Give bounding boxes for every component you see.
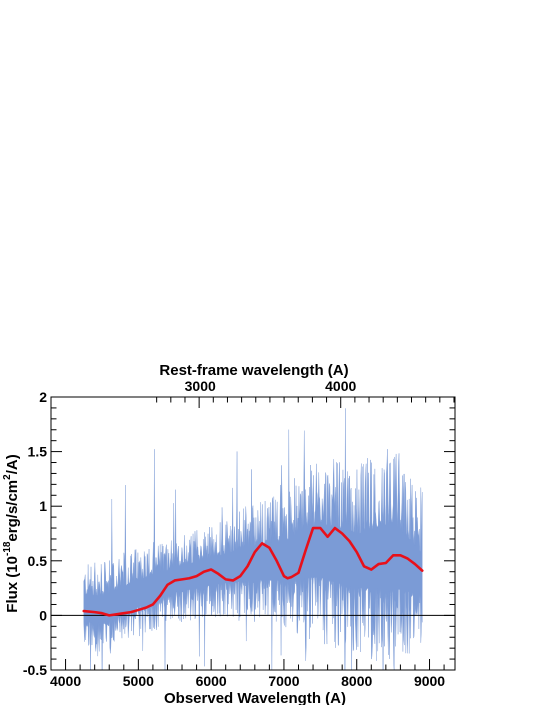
y-axis-label-part: erg/s/cm	[4, 480, 21, 542]
x-tick-label: 6000	[196, 673, 227, 689]
x-axis-label: Observed Wavelength (A)	[164, 690, 346, 705]
y-axis-label-exponent: -18	[2, 541, 13, 556]
x-tick-label: 9000	[414, 673, 445, 689]
plot-frame	[50, 396, 456, 671]
top-axis-label: Rest-frame wavelength (A)	[159, 362, 348, 379]
x-tick-label: 4000	[50, 673, 81, 689]
x-tick-label: 7000	[268, 673, 299, 689]
y-tick-label: 1	[39, 498, 47, 514]
y-axis-label-part: /A)	[4, 454, 21, 474]
x-tick-label: 5000	[123, 673, 154, 689]
top-tick-label: 4000	[325, 378, 356, 394]
top-axis-ticks: 3000 4000	[156, 378, 455, 408]
noisy-spectrum-band	[83, 408, 423, 670]
y-axis-label-part: Flux (10	[4, 556, 21, 613]
y-tick-label: 1.5	[28, 444, 48, 460]
top-tick-label: 3000	[185, 378, 216, 394]
y-axis-label-exponent: 2	[2, 474, 13, 480]
y-axis-label: Flux (10-18erg/s/cm2/A)	[2, 454, 21, 612]
y-axis-ticks: -0.5 0 0.5 1 1.5 2	[23, 389, 455, 678]
smoothed-fit-line	[82, 526, 424, 617]
plot-area	[51, 408, 455, 670]
y-tick-label: 0.5	[28, 553, 48, 569]
x-tick-label: 8000	[341, 673, 372, 689]
plot-series-group	[51, 408, 455, 670]
y-tick-label: -0.5	[23, 662, 47, 678]
y-tick-label: 2	[39, 389, 47, 405]
x-axis-ticks: 4000 5000 6000 7000 8000 9000	[50, 659, 445, 689]
y-tick-label: 0	[39, 607, 47, 623]
